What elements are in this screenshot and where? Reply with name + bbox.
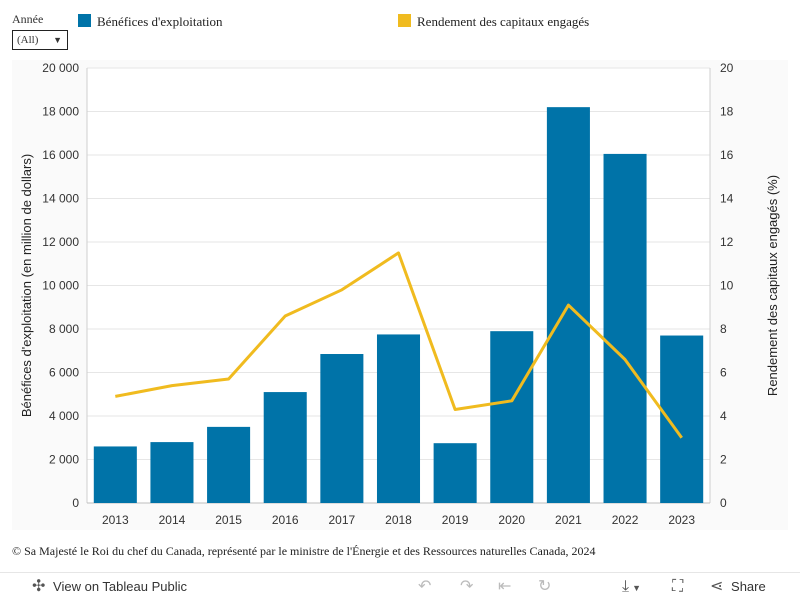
- y2-tick-label: 4: [720, 409, 727, 423]
- y-tick-label: 4 000: [49, 409, 79, 423]
- x-tick-label: 2019: [442, 513, 469, 527]
- x-tick-label: 2020: [498, 513, 525, 527]
- x-tick-label: 2017: [329, 513, 356, 527]
- x-tick-label: 2021: [555, 513, 582, 527]
- legend-item-benefices[interactable]: Bénéfices d'exploitation: [78, 14, 222, 30]
- y-tick-label: 2 000: [49, 453, 79, 467]
- bar: [603, 153, 647, 503]
- share-button[interactable]: ⋖ Share: [710, 573, 766, 601]
- legend-swatch-rendement: [398, 14, 411, 27]
- bar: [150, 442, 194, 503]
- x-tick-label: 2014: [159, 513, 186, 527]
- copyright-notice: © Sa Majesté le Roi du chef du Canada, r…: [12, 544, 596, 558]
- series-line: [115, 251, 683, 439]
- y2-axis-title: Rendement des capitaux engagés (%): [765, 175, 780, 396]
- y2-tick-label: 18: [720, 105, 734, 119]
- y2-tick-label: 20: [720, 61, 734, 75]
- view-on-tableau-button[interactable]: ✣ View on Tableau Public: [32, 573, 187, 601]
- y2-tick-label: 8: [720, 322, 727, 336]
- chevron-down-icon: ▼: [53, 35, 62, 45]
- y2-tick-label: 2: [720, 453, 727, 467]
- x-tick-label: 2015: [215, 513, 242, 527]
- y2-tick-label: 12: [720, 235, 734, 249]
- combo-chart: 0 2 000 4 000 6 000 8 000 10 000 12 000 14 000 1…: [19, 61, 780, 527]
- y2-tick-label: 0: [720, 496, 727, 510]
- legend-label-benefices: Bénéfices d'exploitation: [97, 14, 223, 29]
- x-tick-label: 2013: [102, 513, 129, 527]
- x-tick-label: 2018: [385, 513, 412, 527]
- download-icon[interactable]: ⤓ ▼: [622, 578, 641, 595]
- y2-tick-label: 16: [720, 148, 734, 162]
- chart-area: 0 2 000 4 000 6 000 8 000 10 000 12 000 14 000 1…: [12, 60, 788, 530]
- year-filter-select[interactable]: (All) ▼: [12, 30, 68, 50]
- y-tick-label: 12 000: [42, 235, 79, 249]
- y-tick-label: 6 000: [49, 366, 79, 380]
- bar: [376, 334, 421, 503]
- share-label: Share: [731, 579, 766, 594]
- y2-tick-label: 14: [720, 192, 734, 206]
- revert-icon[interactable]: ⇤: [498, 578, 512, 595]
- y-tick-label: 20 000: [42, 61, 79, 75]
- legend-swatch-benefices: [78, 14, 91, 27]
- bar: [320, 354, 364, 503]
- y-axis-title: Bénéfices d'exploitation (en million de …: [19, 154, 34, 417]
- bar: [263, 392, 307, 503]
- y-tick-label: 16 000: [42, 148, 79, 162]
- redo-icon[interactable]: ↷: [460, 578, 474, 595]
- y-tick-label: 10 000: [42, 279, 79, 293]
- x-tick-label: 2016: [272, 513, 299, 527]
- tableau-toolbar: ✣ View on Tableau Public ↶ ↷ ⇤ ↻ ⤓ ▼ ⛶ ⋖ …: [0, 572, 800, 601]
- year-filter: Année (All) ▼: [12, 12, 68, 50]
- share-icon: ⋖: [710, 578, 724, 595]
- bar: [433, 443, 477, 503]
- fullscreen-icon[interactable]: ⛶: [672, 578, 684, 595]
- y-tick-label: 14 000: [42, 192, 79, 206]
- undo-icon[interactable]: ↶: [418, 578, 432, 595]
- refresh-icon[interactable]: ↻: [538, 578, 552, 595]
- view-on-tableau-label: View on Tableau Public: [53, 579, 187, 594]
- y-tick-label: 18 000: [42, 105, 79, 119]
- year-filter-label: Année: [12, 12, 44, 26]
- year-filter-value: (All): [17, 34, 39, 46]
- y2-tick-label: 10: [720, 279, 734, 293]
- chevron-down-icon: ▼: [632, 583, 641, 593]
- x-tick-label: 2022: [612, 513, 639, 527]
- legend-item-rendement[interactable]: Rendement des capitaux engagés: [398, 14, 589, 30]
- bar: [490, 331, 534, 503]
- bar: [207, 426, 251, 503]
- y2-tick-label: 6: [720, 366, 727, 380]
- x-tick-label: 2023: [668, 513, 695, 527]
- legend-label-rendement: Rendement des capitaux engagés: [417, 14, 590, 29]
- bar: [93, 446, 137, 503]
- y-tick-label: 8 000: [49, 322, 79, 336]
- y-tick-label: 0: [72, 496, 79, 510]
- tableau-icon: ✣: [32, 578, 46, 595]
